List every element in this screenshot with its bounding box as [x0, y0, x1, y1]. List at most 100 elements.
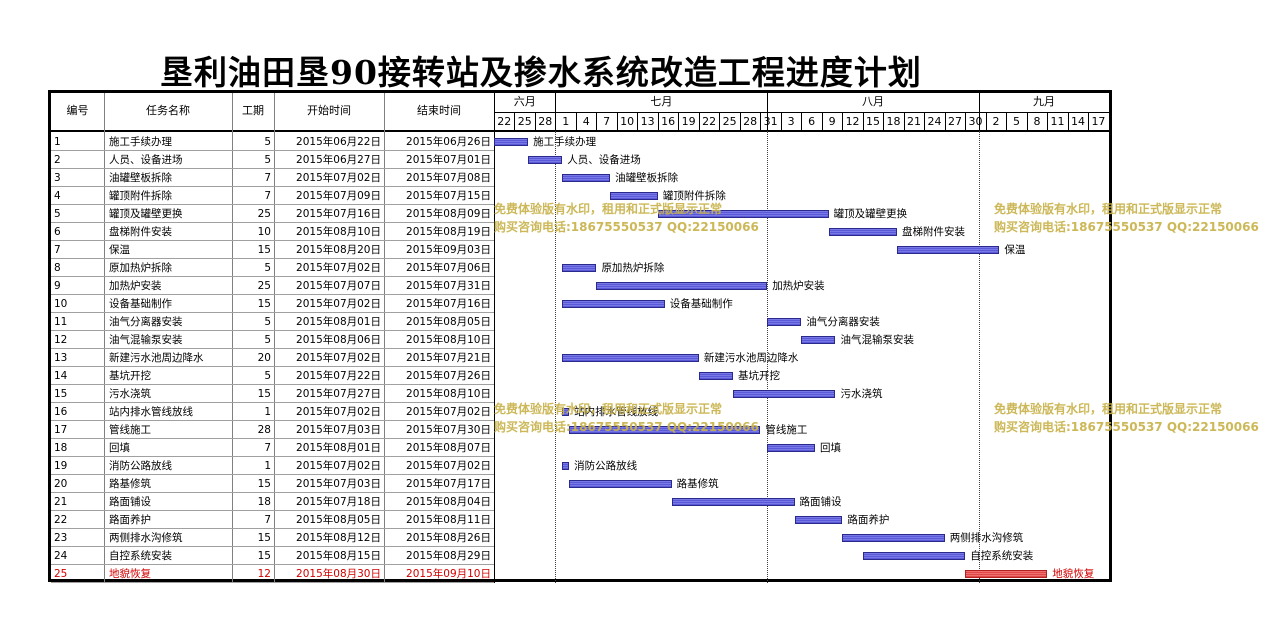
row-divider: [51, 168, 494, 169]
task-name-cell: 地貌恢复: [109, 568, 151, 580]
task-duration-cell: 1: [264, 460, 271, 472]
day-tick-label: 27: [948, 115, 962, 128]
month-header: 九月: [1032, 95, 1055, 108]
task-duration-cell: 5: [264, 154, 271, 166]
gantt-bar[interactable]: [569, 426, 761, 434]
task-id-cell: 4: [54, 190, 61, 202]
task-duration-cell: 5: [264, 334, 271, 346]
task-start-cell: 2015年07月16日: [296, 208, 381, 220]
day-tick-divider: [698, 112, 700, 130]
day-tick-divider: [575, 112, 577, 130]
gantt-bar[interactable]: [494, 138, 529, 146]
gantt-bar[interactable]: [569, 480, 672, 488]
task-end-cell: 2015年08月10日: [406, 334, 491, 346]
day-tick-divider: [1088, 112, 1090, 130]
column-header-name: 任务名称: [146, 104, 190, 117]
gantt-bar[interactable]: [698, 372, 734, 380]
day-tick-label: 2: [992, 115, 1000, 128]
task-name-cell: 设备基础制作: [109, 298, 172, 310]
task-name-cell: 新建污水池周边降水: [109, 352, 204, 364]
gantt-bar[interactable]: [794, 516, 843, 524]
task-duration-cell: 25: [257, 208, 271, 220]
day-tick-label: 25: [722, 115, 737, 128]
gantt-bar-label: 罐顶附件拆除: [662, 190, 726, 202]
column-divider: [274, 93, 275, 583]
month-divider: [555, 93, 557, 130]
watermark-line-1: 免费体验版有水印，租用和正式版显示正常: [494, 202, 723, 216]
gantt-bar[interactable]: [767, 444, 815, 452]
column-header-id: 编号: [66, 104, 89, 117]
day-tick-divider: [821, 112, 823, 130]
gantt-bar[interactable]: [528, 156, 563, 164]
day-tick-divider: [1006, 112, 1008, 130]
day-tick-label: 28: [538, 115, 553, 128]
task-id-cell: 23: [54, 532, 68, 544]
day-tick-label: 13: [640, 115, 655, 128]
task-start-cell: 2015年08月01日: [296, 316, 381, 328]
task-name-cell: 加热炉安装: [109, 280, 162, 292]
gantt-bar[interactable]: [562, 354, 699, 362]
gantt-bar[interactable]: [733, 390, 836, 398]
task-start-cell: 2015年08月12日: [296, 532, 381, 544]
task-id-cell: 18: [54, 442, 68, 454]
row-divider: [51, 294, 494, 295]
task-duration-cell: 7: [264, 172, 271, 184]
day-tick-divider: [924, 112, 926, 130]
task-duration-cell: 12: [257, 568, 271, 580]
task-id-cell: 2: [54, 154, 61, 166]
day-tick-divider: [883, 112, 885, 130]
task-name-cell: 管线施工: [109, 424, 151, 436]
task-start-cell: 2015年08月06日: [296, 334, 381, 346]
gantt-bar-label: 油罐壁板拆除: [615, 172, 679, 184]
task-id-cell: 13: [54, 352, 68, 364]
task-duration-cell: 28: [257, 424, 271, 436]
gantt-bar[interactable]: [657, 210, 829, 218]
task-start-cell: 2015年07月02日: [296, 352, 381, 364]
gantt-bar[interactable]: [610, 192, 658, 200]
gantt-bar[interactable]: [596, 282, 768, 290]
gantt-bar-label: 设备基础制作: [669, 298, 733, 310]
day-tick-label: 11: [1050, 115, 1065, 128]
gantt-bar-label: 路面铺设: [799, 496, 842, 508]
task-id-cell: 15: [54, 388, 68, 400]
gantt-bar[interactable]: [562, 264, 597, 272]
gantt-bar[interactable]: [767, 318, 802, 326]
day-tick-divider: [739, 112, 741, 130]
column-header-start: 开始时间: [307, 104, 351, 117]
task-end-cell: 2015年09月03日: [406, 244, 491, 256]
column-header-end: 结束时间: [417, 104, 461, 117]
gantt-bar[interactable]: [828, 228, 897, 236]
gantt-bar[interactable]: [562, 174, 611, 182]
task-start-cell: 2015年07月22日: [296, 370, 381, 382]
task-name-cell: 罐顶附件拆除: [109, 190, 172, 202]
row-divider: [51, 528, 494, 529]
gantt-bar[interactable]: [562, 462, 570, 470]
month-header: 七月: [650, 95, 673, 108]
task-start-cell: 2015年07月02日: [296, 298, 381, 310]
day-tick-label: 24: [927, 115, 942, 128]
task-start-cell: 2015年06月27日: [296, 154, 381, 166]
row-divider: [51, 258, 494, 259]
task-start-cell: 2015年07月02日: [296, 172, 381, 184]
gantt-bar[interactable]: [842, 534, 945, 542]
task-id-cell: 9: [54, 280, 61, 292]
task-duration-cell: 15: [257, 478, 271, 490]
row-divider: [51, 402, 494, 403]
row-divider: [51, 366, 494, 367]
gantt-bar[interactable]: [562, 408, 570, 416]
row-divider: [51, 546, 494, 547]
gantt-bar[interactable]: [671, 498, 795, 506]
task-end-cell: 2015年07月21日: [406, 352, 491, 364]
task-name-cell: 站内排水管线放线: [109, 406, 193, 418]
row-divider: [51, 492, 494, 493]
task-end-cell: 2015年08月26日: [406, 532, 491, 544]
gantt-bar[interactable]: [965, 570, 1048, 578]
task-start-cell: 2015年07月07日: [296, 280, 381, 292]
task-name-cell: 油气分离器安装: [109, 316, 183, 328]
gantt-bar[interactable]: [896, 246, 1000, 254]
task-duration-cell: 15: [257, 388, 271, 400]
gantt-bar[interactable]: [862, 552, 966, 560]
gantt-bar[interactable]: [562, 300, 665, 308]
gantt-bar[interactable]: [801, 336, 836, 344]
row-divider: [51, 420, 494, 421]
